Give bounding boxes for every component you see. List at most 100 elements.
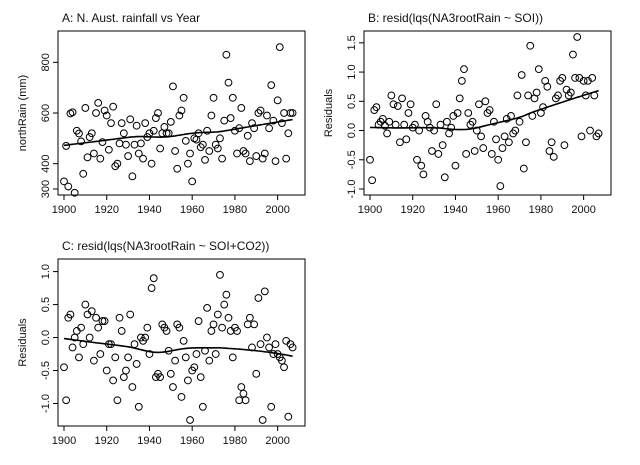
data-point	[402, 135, 411, 144]
data-point	[383, 129, 391, 138]
data-point	[66, 109, 75, 118]
data-point	[70, 188, 79, 197]
data-point	[239, 389, 248, 398]
x-tick-label: 1920	[94, 435, 118, 447]
data-point	[132, 360, 141, 368]
data-point	[124, 353, 132, 362]
data-point	[85, 333, 94, 342]
data-point	[387, 91, 396, 100]
data-point	[222, 290, 231, 299]
data-point	[104, 145, 113, 154]
data-point	[513, 91, 522, 100]
data-point	[524, 91, 532, 100]
data-point	[205, 147, 214, 155]
chart-title: A: N. Aust. rainfall vs Year	[62, 11, 200, 25]
data-point	[492, 135, 500, 144]
data-point	[280, 109, 288, 117]
data-point	[378, 114, 387, 123]
data-point	[417, 161, 426, 170]
data-point	[239, 147, 248, 155]
data-point	[175, 111, 184, 120]
data-point	[464, 109, 473, 117]
data-point	[90, 149, 98, 158]
data-point	[62, 142, 71, 150]
data-point	[500, 132, 509, 141]
data-point	[211, 140, 220, 149]
data-point	[198, 402, 207, 411]
y-tick-label: 0.5	[40, 297, 52, 312]
data-point	[496, 182, 505, 190]
data-point	[577, 132, 586, 141]
data-point	[169, 82, 177, 91]
data-point	[258, 154, 267, 163]
x-tick-label: 1940	[137, 435, 161, 447]
data-point	[130, 340, 139, 349]
data-point	[477, 132, 485, 141]
data-point	[100, 317, 109, 325]
data-point	[190, 134, 199, 143]
data-point	[517, 71, 526, 79]
data-point	[451, 161, 460, 170]
data-point	[171, 147, 179, 155]
data-point	[222, 50, 231, 59]
data-point	[434, 150, 443, 158]
data-point	[436, 120, 445, 129]
data-point	[134, 149, 143, 158]
data-point	[288, 343, 297, 352]
data-point	[147, 159, 156, 168]
data-point	[201, 155, 209, 164]
data-point	[177, 393, 186, 401]
data-point	[245, 157, 254, 166]
data-point	[216, 134, 224, 143]
y-tick-label: -0.5	[40, 361, 52, 380]
data-point	[406, 100, 415, 109]
data-point	[179, 93, 188, 102]
data-point	[109, 102, 118, 111]
data-point	[381, 121, 389, 130]
data-point	[566, 88, 575, 97]
data-point	[237, 104, 246, 112]
data-point	[549, 152, 558, 161]
data-point	[85, 133, 94, 141]
data-point	[149, 274, 158, 283]
data-point	[173, 164, 182, 173]
data-point	[166, 369, 175, 378]
data-point	[288, 109, 297, 117]
data-point	[594, 129, 603, 138]
data-point	[554, 91, 562, 100]
data-point	[545, 147, 554, 155]
data-point	[271, 157, 280, 166]
y-tick-label: 300	[40, 180, 52, 198]
data-point	[68, 343, 77, 352]
data-point	[522, 138, 530, 147]
y-tick-label: 1.5	[346, 35, 358, 50]
data-point	[252, 369, 261, 378]
data-point	[224, 313, 233, 322]
data-point	[228, 93, 237, 102]
data-point	[154, 109, 162, 117]
data-point	[113, 396, 122, 405]
data-point	[126, 115, 135, 124]
data-point	[196, 373, 205, 382]
data-point	[460, 65, 468, 74]
data-point	[203, 126, 212, 135]
data-point	[94, 323, 103, 332]
data-point	[224, 78, 233, 87]
data-point	[196, 143, 205, 152]
data-point	[198, 140, 207, 149]
data-point	[260, 287, 269, 296]
x-tick-label: 1940	[443, 204, 467, 216]
data-point	[532, 88, 541, 97]
data-point	[389, 100, 398, 109]
data-point	[241, 149, 250, 158]
data-point	[265, 124, 273, 133]
data-point	[184, 376, 192, 385]
data-point	[237, 383, 246, 391]
data-point	[207, 111, 216, 120]
data-point	[243, 131, 252, 140]
x-tick-label: 1980	[223, 435, 247, 447]
x-tick-label: 2000	[571, 204, 595, 216]
data-point	[438, 141, 447, 150]
data-point	[98, 317, 107, 325]
smooth-trend-line	[63, 337, 293, 357]
